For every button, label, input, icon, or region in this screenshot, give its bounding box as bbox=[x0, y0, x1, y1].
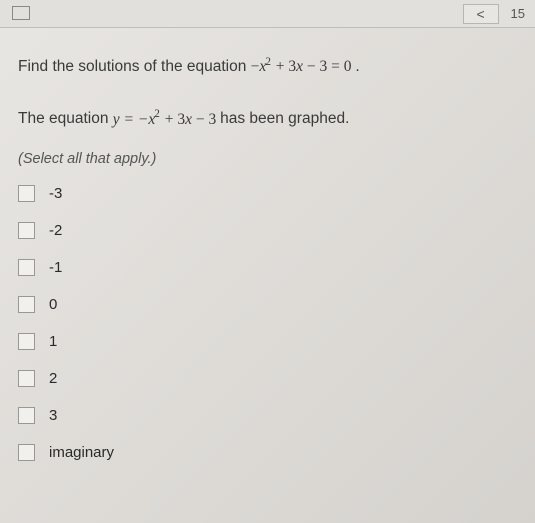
option-label: imaginary bbox=[49, 444, 114, 461]
graphed-statement: The equation y = −x2 + 3x − 3 has been g… bbox=[18, 106, 517, 130]
top-bar: < 15 bbox=[0, 0, 535, 28]
checkbox[interactable] bbox=[18, 407, 35, 424]
checkbox[interactable] bbox=[18, 259, 35, 276]
option-row[interactable]: 0 bbox=[18, 296, 517, 313]
prev-button[interactable]: < bbox=[463, 4, 499, 24]
chevron-left-icon: < bbox=[476, 6, 484, 22]
option-label: 1 bbox=[49, 333, 57, 350]
option-row[interactable]: 1 bbox=[18, 333, 517, 350]
checkbox[interactable] bbox=[18, 370, 35, 387]
graphed-outro: has been graphed. bbox=[220, 111, 349, 128]
options-list: -3 -2 -1 0 1 2 3 imaginary bbox=[18, 185, 517, 461]
grid-icon bbox=[12, 6, 30, 20]
option-row[interactable]: -1 bbox=[18, 259, 517, 276]
option-label: -1 bbox=[49, 259, 62, 276]
option-label: 2 bbox=[49, 370, 57, 387]
page-number: 15 bbox=[511, 6, 527, 21]
option-row[interactable]: -2 bbox=[18, 222, 517, 239]
question-period: . bbox=[355, 58, 359, 75]
checkbox[interactable] bbox=[18, 444, 35, 461]
option-label: 3 bbox=[49, 407, 57, 424]
question-intro: Find the solutions of the equation bbox=[18, 58, 251, 75]
option-row[interactable]: 2 bbox=[18, 370, 517, 387]
option-row[interactable]: imaginary bbox=[18, 444, 517, 461]
checkbox[interactable] bbox=[18, 333, 35, 350]
equation-2: y = −x2 + 3x − 3 bbox=[113, 111, 220, 128]
checkbox[interactable] bbox=[18, 296, 35, 313]
equation-1: −x2 + 3x − 3 = 0 bbox=[251, 58, 356, 75]
option-row[interactable]: -3 bbox=[18, 185, 517, 202]
question-prompt: Find the solutions of the equation −x2 +… bbox=[18, 54, 517, 78]
question-content: Find the solutions of the equation −x2 +… bbox=[0, 28, 535, 479]
graphed-intro: The equation bbox=[18, 111, 113, 128]
checkbox[interactable] bbox=[18, 185, 35, 202]
option-label: -3 bbox=[49, 185, 62, 202]
option-label: 0 bbox=[49, 296, 57, 313]
checkbox[interactable] bbox=[18, 222, 35, 239]
option-row[interactable]: 3 bbox=[18, 407, 517, 424]
option-label: -2 bbox=[49, 222, 62, 239]
select-instruction: (Select all that apply.) bbox=[18, 151, 517, 167]
